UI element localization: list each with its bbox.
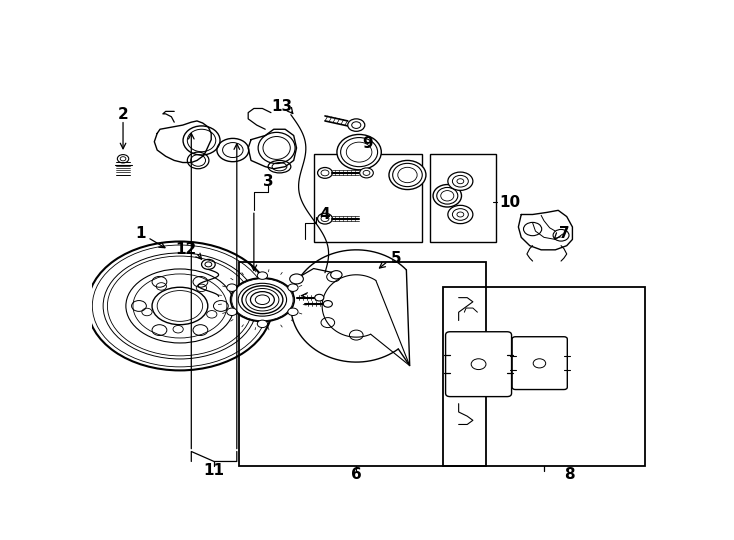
Circle shape: [318, 213, 333, 224]
Bar: [443, 287, 645, 466]
Circle shape: [117, 154, 128, 163]
Circle shape: [315, 294, 324, 301]
FancyBboxPatch shape: [512, 337, 567, 389]
Bar: [430, 154, 495, 241]
Text: 13: 13: [272, 99, 293, 114]
Text: 12: 12: [175, 242, 196, 258]
Text: 6: 6: [351, 467, 362, 482]
Circle shape: [330, 271, 342, 279]
Circle shape: [290, 274, 303, 284]
Circle shape: [288, 308, 298, 315]
Circle shape: [227, 308, 237, 315]
Ellipse shape: [230, 278, 294, 321]
Text: 11: 11: [203, 463, 225, 478]
Circle shape: [360, 168, 374, 178]
Circle shape: [348, 119, 365, 131]
Circle shape: [258, 272, 267, 279]
Circle shape: [448, 205, 473, 224]
Circle shape: [258, 320, 267, 328]
Ellipse shape: [337, 134, 381, 170]
FancyBboxPatch shape: [446, 332, 512, 396]
Text: 10: 10: [499, 194, 520, 210]
Circle shape: [448, 172, 473, 191]
Text: 4: 4: [320, 207, 330, 222]
Bar: [313, 154, 421, 241]
Text: 3: 3: [263, 174, 273, 188]
Circle shape: [323, 301, 333, 307]
Ellipse shape: [389, 160, 426, 190]
Bar: [239, 262, 486, 466]
Ellipse shape: [433, 185, 462, 207]
Circle shape: [227, 284, 237, 292]
Text: 8: 8: [564, 467, 575, 482]
Text: 1: 1: [135, 226, 145, 241]
Text: 9: 9: [363, 136, 373, 151]
Circle shape: [288, 284, 298, 292]
Text: 2: 2: [117, 107, 128, 122]
Circle shape: [318, 167, 333, 178]
Text: 5: 5: [390, 251, 401, 266]
Text: 7: 7: [559, 226, 569, 241]
